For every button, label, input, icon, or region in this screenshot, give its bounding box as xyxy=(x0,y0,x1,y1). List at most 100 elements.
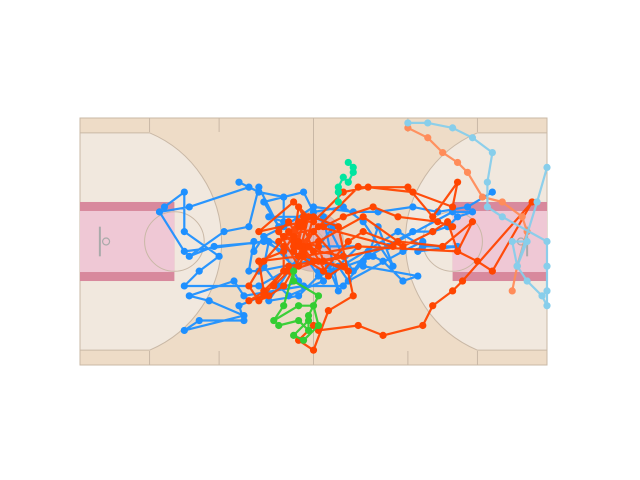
series-5-point-7 xyxy=(344,158,352,167)
series-1-point-52 xyxy=(299,218,308,226)
series-3-point-9 xyxy=(543,262,551,270)
series-0-point-63 xyxy=(245,183,253,191)
series-3-point-11 xyxy=(543,302,551,310)
series-5-point-5 xyxy=(349,168,357,176)
series-0-point-77 xyxy=(230,277,238,285)
series-5 xyxy=(334,158,357,206)
series-0-point-1 xyxy=(180,188,188,196)
series-2-point-6 xyxy=(498,198,506,206)
series-1-point-5 xyxy=(285,262,293,270)
series-1-point-47 xyxy=(299,252,308,260)
series-1-point-65 xyxy=(349,292,357,300)
series-3-point-6 xyxy=(483,203,491,211)
series-0-point-91 xyxy=(250,237,258,246)
series-4-point-9 xyxy=(294,302,303,310)
series-5-point-2 xyxy=(334,183,342,191)
series-5-point-0 xyxy=(334,188,342,196)
series-1-point-3 xyxy=(290,242,298,251)
series-4-point-6 xyxy=(290,267,298,275)
series-1-point-2 xyxy=(294,223,303,231)
series-0-point-10 xyxy=(265,297,273,305)
series-3-point-2 xyxy=(449,124,457,132)
series-0-point-81 xyxy=(359,257,367,265)
series-1-point-101 xyxy=(369,203,377,211)
series-0-point-2 xyxy=(180,228,188,236)
series-0-point-43 xyxy=(319,277,328,285)
series-1-point-104 xyxy=(449,223,457,231)
series-1-point-34 xyxy=(449,203,457,211)
series-1-point-7 xyxy=(255,257,263,265)
series-1-point-98 xyxy=(280,232,288,241)
series-2-point-10 xyxy=(508,287,516,295)
series-4-point-11 xyxy=(314,321,323,330)
series-1-point-23 xyxy=(275,228,283,236)
series-1-point-51 xyxy=(290,247,298,255)
series-1-point-27 xyxy=(309,257,318,265)
series-0-point-75 xyxy=(205,297,213,305)
series-0-point-3 xyxy=(215,252,223,260)
series-1-point-40 xyxy=(314,237,323,246)
series-3-point-15 xyxy=(508,237,516,246)
series-1-point-90 xyxy=(245,297,253,305)
series-0-point-32 xyxy=(260,198,268,206)
series-0-point-76 xyxy=(185,292,193,300)
series-0-point-72 xyxy=(195,316,203,325)
series-1-point-74 xyxy=(429,302,437,310)
series-0-point-0 xyxy=(160,203,169,211)
series-2-point-3 xyxy=(453,158,462,167)
series-1-point-15 xyxy=(294,203,303,211)
series-0-point-61 xyxy=(255,188,263,196)
series-1-point-17 xyxy=(290,232,298,241)
series-1-point-95 xyxy=(324,272,333,280)
series-3-point-3 xyxy=(468,134,477,142)
series-1-point-10 xyxy=(344,267,352,275)
series-1-point-28 xyxy=(294,237,303,246)
series-1-point-4 xyxy=(339,252,347,260)
series-1-point-86 xyxy=(319,267,328,275)
series-0-point-64 xyxy=(185,203,193,211)
series-1-point-41 xyxy=(359,213,367,221)
series-1-point-94 xyxy=(339,262,347,270)
series-4-point-3 xyxy=(304,312,313,320)
hoop-left xyxy=(101,237,111,246)
series-0-point-92 xyxy=(250,247,258,255)
series-0-point-11 xyxy=(294,292,303,300)
series-1-point-77 xyxy=(528,198,536,206)
series-2-point-1 xyxy=(424,134,432,142)
series-4-point-13 xyxy=(290,331,298,339)
series-4-point-0 xyxy=(275,321,283,330)
series-3-point-16 xyxy=(523,237,531,246)
series-1-point-80 xyxy=(453,247,462,255)
series-1-point-71 xyxy=(354,321,362,330)
series-1-point-78 xyxy=(488,267,496,275)
series-1-point-79 xyxy=(473,257,482,265)
series-4-point-12 xyxy=(299,336,308,344)
series-2-point-4 xyxy=(463,168,472,176)
series-1-point-100 xyxy=(339,213,347,221)
series-3-point-13 xyxy=(523,277,531,285)
series-0-point-16 xyxy=(349,267,357,275)
series-0-point-27 xyxy=(389,262,397,270)
series-0-point-98 xyxy=(409,203,417,211)
series-1-point-87 xyxy=(280,242,288,251)
series-1-point-58 xyxy=(245,282,253,290)
series-1-point-21 xyxy=(299,242,308,251)
series-0-point-34 xyxy=(255,183,263,191)
series-0-point-60 xyxy=(280,193,288,201)
series-0-point-100 xyxy=(463,203,472,211)
series-1-point-24 xyxy=(294,262,303,270)
series-0-point-66 xyxy=(180,247,188,255)
series-0-point-80 xyxy=(339,282,347,290)
series-0-point-90 xyxy=(245,267,253,275)
series-4-point-8 xyxy=(270,316,278,325)
series-0-point-95 xyxy=(309,203,318,211)
series-1-point-48 xyxy=(319,257,328,265)
series-1-point-18 xyxy=(275,237,283,246)
series-0-point-37 xyxy=(185,252,193,260)
series-1-point-75 xyxy=(449,287,457,295)
series-3-point-18 xyxy=(533,198,541,206)
basketball-court xyxy=(79,117,548,366)
series-1-point-12 xyxy=(314,242,323,251)
series-0-point-65 xyxy=(155,208,164,216)
